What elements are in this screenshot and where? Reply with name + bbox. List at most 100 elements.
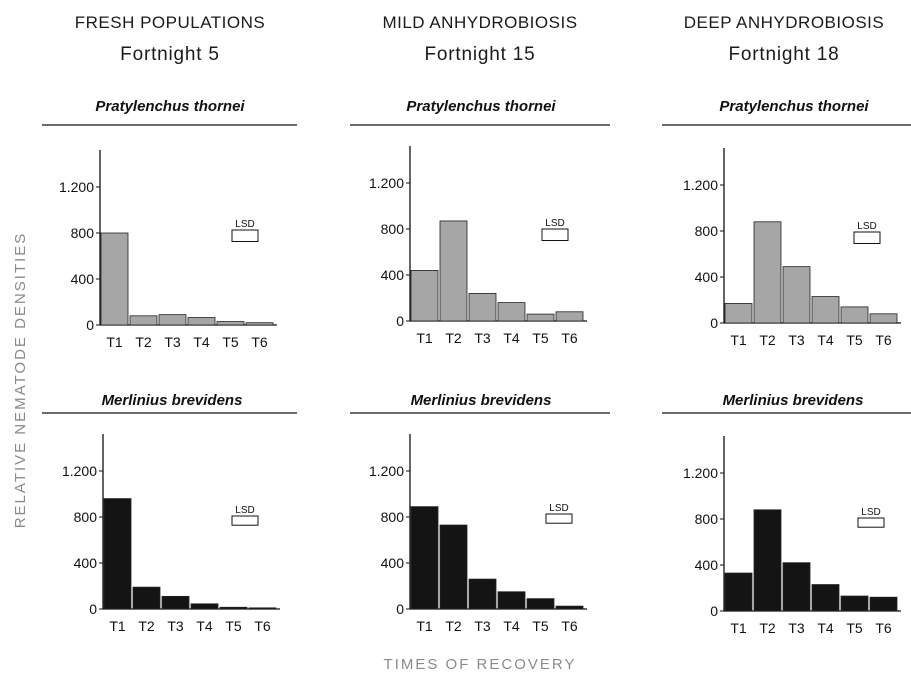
x-tick-label: T2 [138, 618, 155, 634]
bar-t6 [245, 322, 274, 326]
x-tick-label: T5 [225, 618, 242, 634]
column-title-deep: DEEP ANHYDROBIOSIS [684, 13, 884, 32]
chart-panel-2: Pratylenchus thornei 0 400 800 1.200 T1 T2 T3 T4… [350, 98, 610, 346]
bar-t4 [190, 603, 219, 610]
bar-t6 [248, 607, 277, 610]
bar-t4 [811, 296, 840, 324]
bar-t1 [724, 303, 753, 324]
panel-title: Pratylenchus thornei [95, 98, 245, 115]
bar-t4 [497, 591, 526, 610]
bar-t2 [439, 220, 468, 322]
x-tick-label: T4 [196, 618, 213, 634]
bar-t5 [526, 598, 555, 610]
bar-t3 [158, 314, 187, 326]
panel-title: Merlinius brevidens [723, 392, 864, 409]
lsd-label: LSD [235, 219, 254, 230]
y-tick-label: 800 [381, 221, 405, 237]
chart-panel-4: Merlinius brevidens 0 400 800 1.200 T1 T2 T3 T4 T… [42, 392, 297, 634]
y-tick-label: 400 [74, 555, 98, 571]
lsd-bar [231, 229, 259, 242]
x-tick-label: T3 [164, 334, 181, 350]
bar-t6 [869, 313, 898, 324]
y-tick-label: 800 [71, 225, 95, 241]
chart-panel-5: Merlinius brevidens 0 400 800 1.200 T1 T2 T3 T4 T… [350, 392, 610, 634]
lsd-label: LSD [545, 218, 564, 229]
bar-t1 [103, 498, 132, 610]
x-tick-label: T1 [109, 618, 126, 634]
bar-t6 [555, 605, 584, 610]
y-tick-label: 0 [86, 317, 94, 333]
bar-t5 [216, 321, 245, 326]
x-tick-label: T5 [532, 330, 549, 346]
panel-title: Pratylenchus thornei [719, 98, 869, 115]
y-axis-label: RELATIVE NEMATODE DENSITIES [12, 232, 29, 529]
x-tick-label: T2 [135, 334, 152, 350]
lsd-label: LSD [861, 507, 880, 518]
lsd-label: LSD [857, 221, 876, 232]
y-tick-label: 0 [396, 313, 404, 329]
x-tick-label: T6 [875, 620, 892, 636]
y-tick-label: 0 [396, 601, 404, 617]
panel-title: Pratylenchus thornei [406, 98, 556, 115]
lsd-label: LSD [549, 503, 568, 514]
y-tick-label: 800 [695, 223, 719, 239]
bar-t4 [811, 584, 840, 612]
x-tick-label: T2 [445, 618, 462, 634]
bar-t5 [219, 606, 248, 610]
column-subtitle-fresh: Fortnight 5 [120, 44, 220, 65]
bar-t3 [782, 266, 811, 324]
lsd-bar [853, 231, 881, 244]
y-tick-label: 800 [74, 509, 98, 525]
column-subtitle-deep: Fortnight 18 [729, 44, 840, 65]
bar-t3 [782, 562, 811, 612]
y-tick-label: 0 [710, 603, 718, 619]
x-tick-label: T4 [817, 620, 834, 636]
x-tick-label: T2 [759, 332, 776, 348]
x-tick-label: T6 [561, 618, 578, 634]
x-tick-label: T5 [846, 332, 863, 348]
lsd-bar [541, 228, 569, 241]
x-tick-label: T3 [788, 332, 805, 348]
bar-t4 [497, 302, 526, 322]
chart-panel-1: Pratylenchus thornei 0 400 800 1.200 T1 T2 T3 T4… [42, 98, 297, 350]
bar-t2 [129, 315, 158, 326]
column-subtitle-mild: Fortnight 15 [425, 44, 536, 65]
x-tick-label: T6 [561, 330, 578, 346]
x-tick-label: T1 [730, 620, 747, 636]
y-tick-label: 1.200 [683, 465, 718, 481]
lsd-bar [857, 517, 885, 528]
x-axis-label: TIMES OF RECOVERY [384, 656, 577, 673]
panel-title: Merlinius brevidens [102, 392, 243, 409]
bar-t1 [410, 269, 439, 322]
bar-t5 [526, 313, 555, 322]
y-tick-label: 1.200 [59, 179, 94, 195]
panel-title: Merlinius brevidens [411, 392, 552, 409]
x-tick-label: T3 [474, 618, 491, 634]
bar-t1 [724, 572, 753, 612]
x-tick-label: T1 [730, 332, 747, 348]
bar-t2 [753, 221, 782, 324]
column-title-mild: MILD ANHYDROBIOSIS [382, 13, 577, 32]
bar-t6 [555, 311, 584, 322]
y-tick-label: 400 [381, 555, 405, 571]
x-tick-label: T6 [254, 618, 271, 634]
x-tick-label: T3 [788, 620, 805, 636]
x-tick-label: T3 [474, 330, 491, 346]
x-tick-label: T6 [251, 334, 268, 350]
x-tick-label: T4 [503, 330, 520, 346]
bar-t3 [468, 578, 497, 610]
chart-panel-3: Pratylenchus thornei 0 400 800 1.200 T1 T2 T3 T4… [662, 98, 911, 348]
y-tick-label: 1.200 [369, 175, 404, 191]
y-tick-label: 0 [710, 315, 718, 331]
x-tick-label: T6 [875, 332, 892, 348]
bar-t5 [840, 595, 869, 612]
x-tick-label: T5 [222, 334, 239, 350]
bar-t1 [100, 232, 129, 326]
bar-t5 [840, 306, 869, 324]
y-tick-label: 400 [695, 557, 719, 573]
x-tick-label: T5 [532, 618, 549, 634]
bar-t2 [132, 586, 161, 610]
chart-panel-6: Merlinius brevidens 0 400 800 1.200 T1 T2 T3 T4 T… [662, 392, 911, 636]
bar-t4 [187, 317, 216, 326]
